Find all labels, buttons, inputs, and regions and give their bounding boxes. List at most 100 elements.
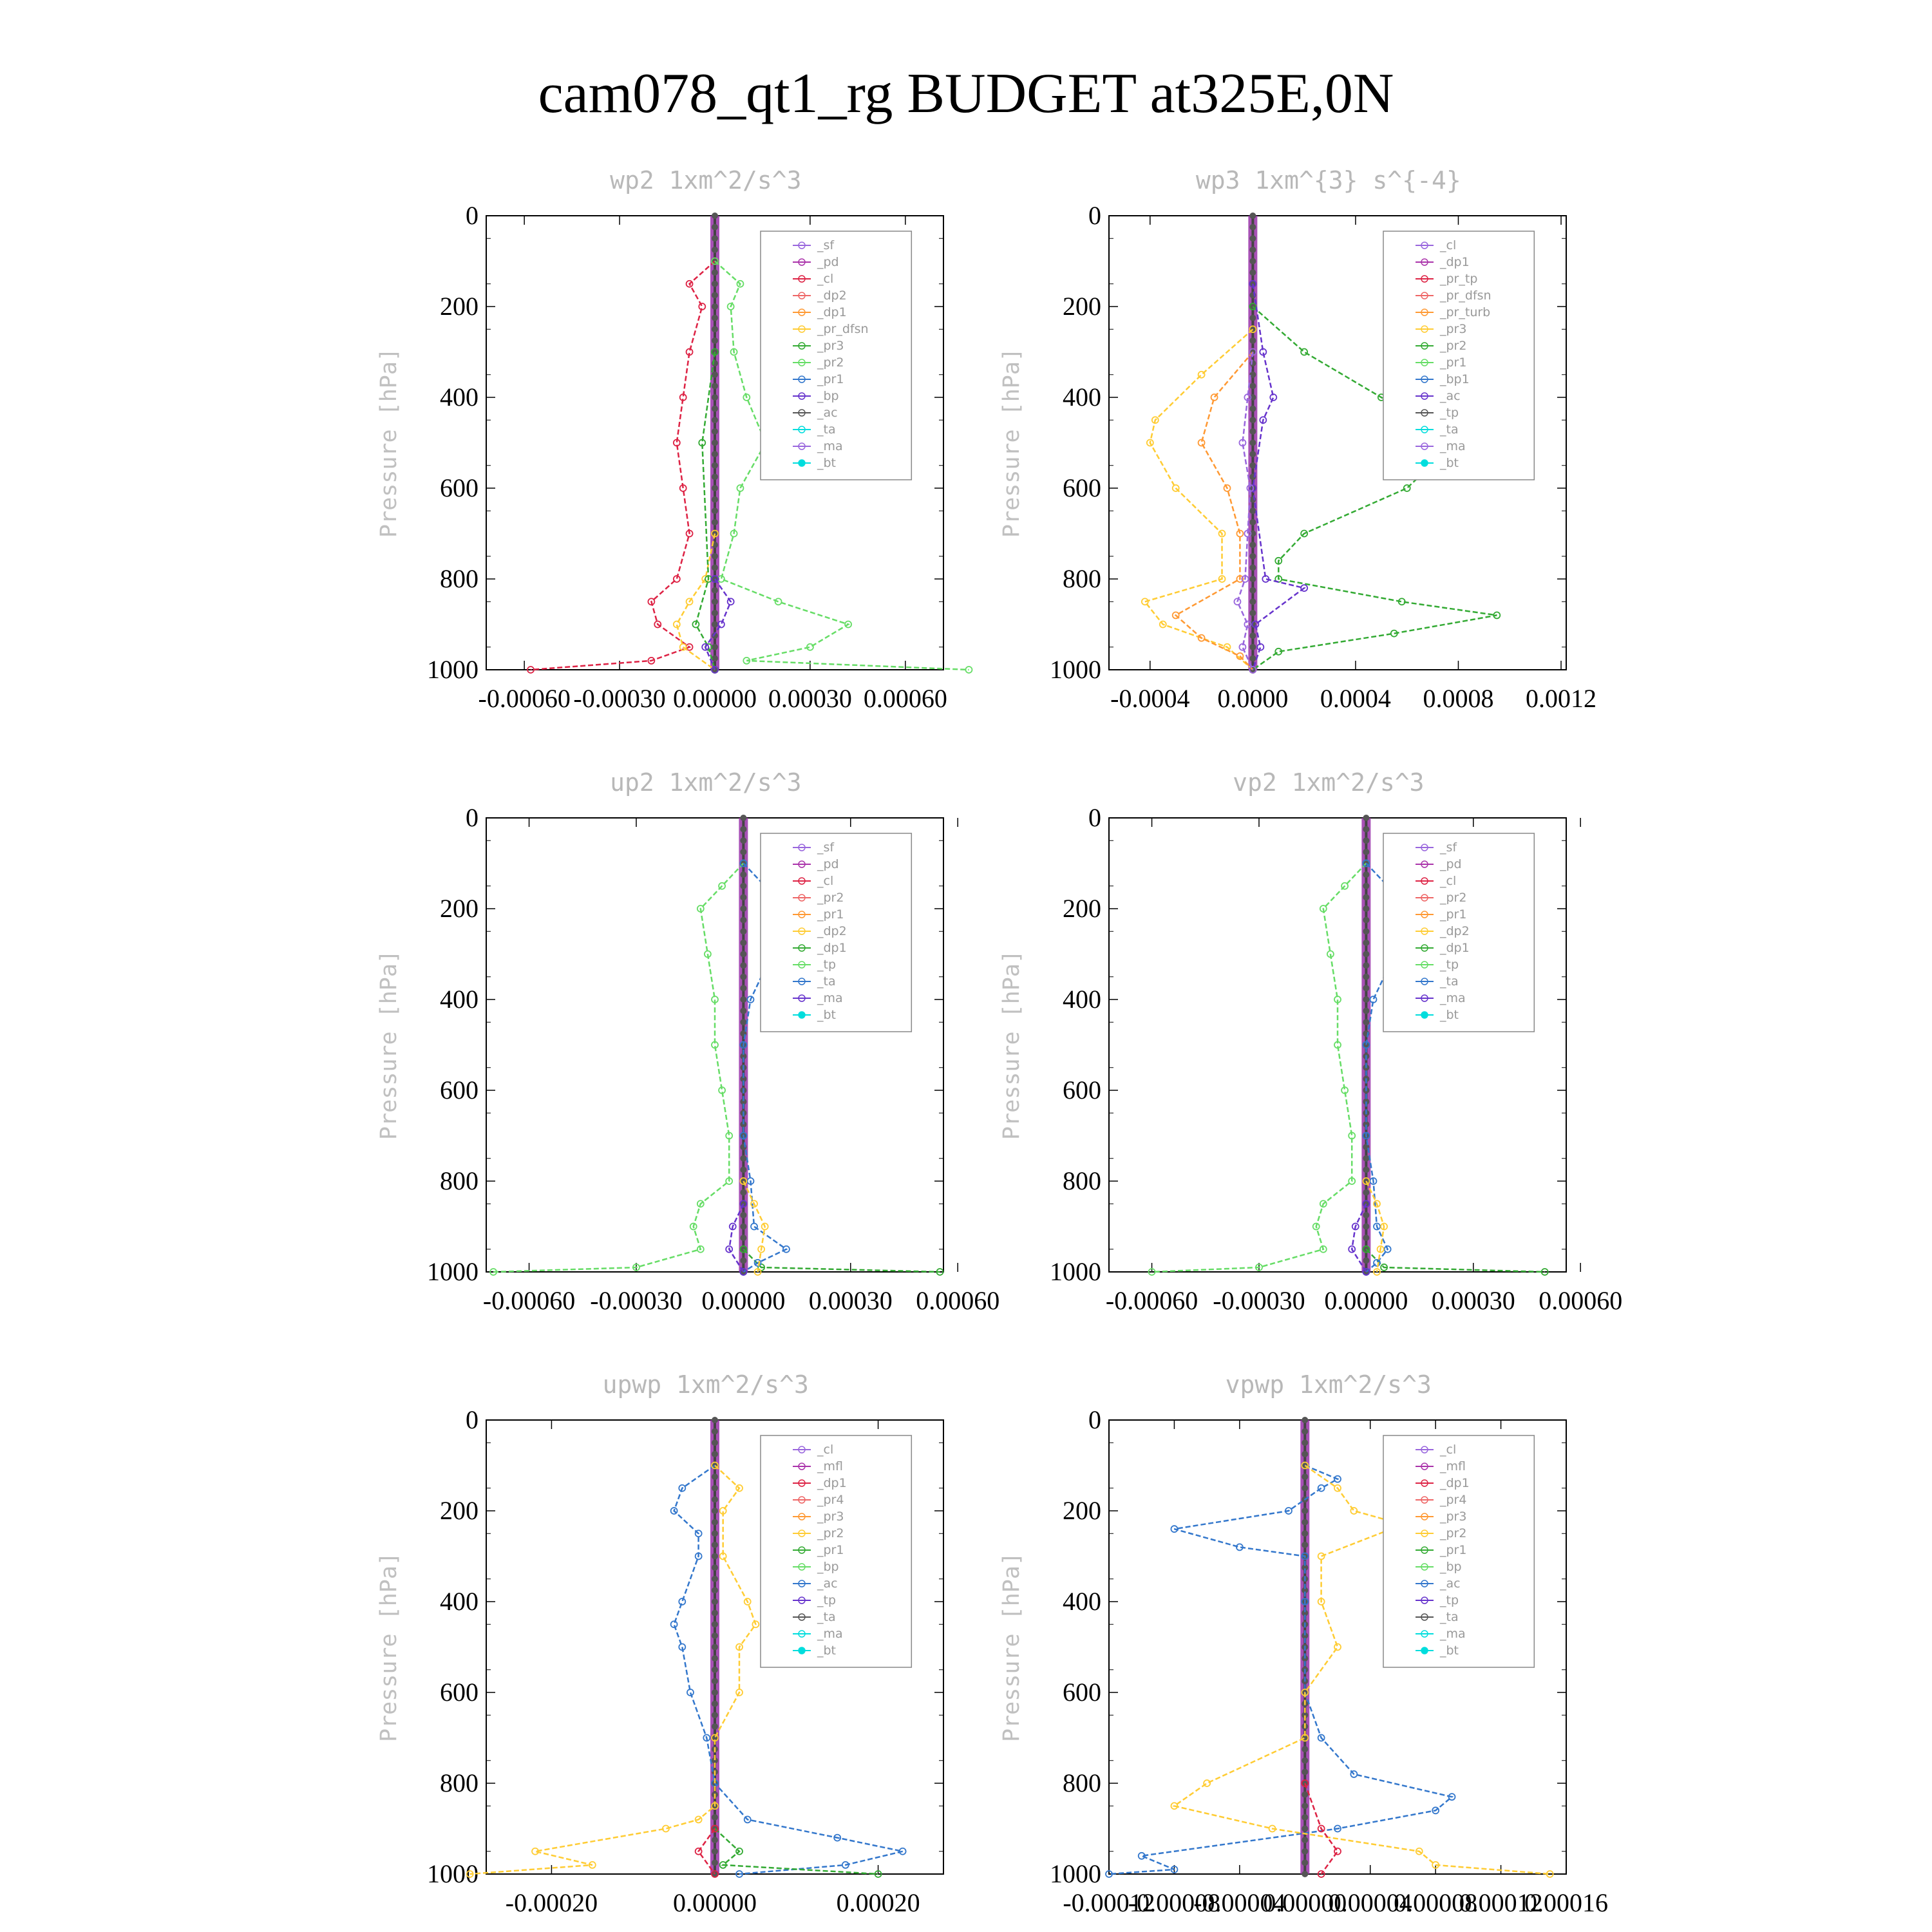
series-point	[704, 950, 712, 958]
series-point	[1376, 1245, 1385, 1253]
series-point	[1249, 303, 1257, 310]
zero-stack-marker	[712, 1519, 718, 1526]
legend-label: _dp1	[817, 941, 847, 955]
series-point	[694, 1847, 703, 1855]
zero-stack-marker	[712, 1678, 718, 1685]
legend-label: _pr2	[1439, 891, 1466, 905]
x-tick-label: 0.0008	[1423, 684, 1493, 713]
zero-stack-marker	[712, 643, 718, 650]
zero-stack-marker	[712, 1496, 718, 1503]
series-point	[874, 1870, 882, 1878]
series-point	[1255, 1264, 1263, 1271]
zero-stack-marker	[1363, 1235, 1370, 1242]
zero-stack-marker	[1249, 337, 1256, 344]
zero-stack-marker	[1363, 1211, 1370, 1218]
series-point	[1362, 1177, 1370, 1185]
legend-label: _pr3	[817, 339, 844, 353]
series-point	[1317, 1484, 1325, 1492]
series-point	[1203, 1779, 1211, 1787]
legend-marker	[1421, 1479, 1428, 1487]
legend-label: _pr3	[1439, 322, 1466, 336]
zero-stack-marker	[1302, 1859, 1309, 1866]
zero-stack-marker	[1249, 587, 1256, 594]
legend-marker	[798, 392, 806, 400]
zero-stack-marker	[740, 894, 747, 901]
legend-label: _tp	[817, 1593, 836, 1607]
zero-stack-marker	[1249, 383, 1256, 390]
y-axis-label: Pressure [hPa]	[376, 348, 402, 538]
zero-stack-marker	[740, 962, 747, 969]
series-point	[1262, 575, 1270, 583]
series-point	[466, 1870, 474, 1878]
zero-stack-marker	[1249, 576, 1256, 582]
series-point	[753, 1268, 762, 1276]
legend-label: _dp1	[1439, 1476, 1470, 1490]
legend-label: _ac	[1439, 389, 1461, 403]
x-tick-label: 0.00000	[1324, 1286, 1408, 1315]
panel-title: vpwp 1xm^2/s^3	[1226, 1370, 1432, 1399]
zero-stack-marker	[1363, 973, 1370, 980]
legend-marker	[798, 860, 806, 868]
zero-stack-marker	[712, 1553, 718, 1560]
series-point	[689, 1222, 697, 1231]
zero-stack-marker	[712, 1814, 718, 1821]
plot-frame	[1108, 215, 1567, 670]
legend-box	[1383, 1435, 1535, 1668]
zero-stack-marker	[712, 1700, 718, 1707]
zero-stack-marker	[1302, 1541, 1309, 1548]
legend-marker	[798, 1479, 806, 1487]
series-point	[743, 1815, 752, 1824]
legend-marker	[798, 894, 806, 902]
series-point	[739, 1177, 748, 1185]
legend-box	[760, 1435, 913, 1668]
zero-stack-marker	[1249, 542, 1256, 549]
series-line-pr2	[676, 533, 716, 671]
series-point	[1268, 1824, 1276, 1833]
x-tick-label: 0.00000	[673, 684, 757, 713]
legend-marker	[798, 442, 806, 450]
legend-marker	[798, 994, 806, 1002]
legend-marker	[798, 308, 806, 316]
y-tick-label: 0	[1088, 803, 1101, 832]
zero-stack-marker	[712, 587, 718, 594]
legend-marker	[1421, 877, 1428, 885]
zero-stack-marker	[712, 303, 718, 310]
zero-stack-marker	[1302, 1564, 1309, 1571]
series-point	[1170, 1866, 1179, 1873]
series-point	[782, 1245, 790, 1253]
series-point	[1348, 1177, 1356, 1185]
zero-stack-marker	[712, 1508, 718, 1514]
legend-label: _ac	[1439, 1577, 1461, 1591]
x-tick-label: 0.00016	[1524, 1888, 1608, 1917]
y-tick-label: 1000	[1050, 1859, 1101, 1888]
zero-stack-marker	[740, 815, 747, 821]
legend-marker	[798, 877, 806, 885]
zero-stack-marker	[1363, 882, 1370, 889]
zero-stack-marker	[1302, 1417, 1309, 1423]
series-point	[685, 279, 694, 288]
legend-marker	[1421, 1647, 1428, 1654]
series-point	[719, 1861, 727, 1869]
legend-marker	[1421, 894, 1428, 902]
zero-stack-marker	[712, 1723, 718, 1730]
legend-label: _pr4	[1439, 1493, 1466, 1507]
zero-stack-marker	[712, 1473, 718, 1481]
y-tick-label: 800	[1063, 564, 1101, 593]
zero-stack-marker	[1249, 235, 1256, 242]
x-tick-label: 0.00000	[673, 1888, 757, 1917]
legend-marker	[798, 426, 806, 433]
legend-marker	[798, 342, 806, 350]
series-point	[1218, 575, 1226, 583]
series-point	[588, 1861, 596, 1869]
zero-stack-marker	[1249, 428, 1256, 435]
series-point	[679, 484, 687, 492]
series-line-ta	[1252, 283, 1306, 670]
legend-marker	[1421, 961, 1428, 969]
zero-stack-marker	[1302, 1848, 1309, 1855]
legend-marker	[1421, 1496, 1428, 1504]
legend-marker	[798, 1496, 806, 1504]
legend-label: _dp2	[817, 924, 847, 938]
legend-label: _pr3	[817, 1510, 844, 1524]
legend-label: _ma	[1439, 1627, 1466, 1641]
zero-stack-marker	[1249, 360, 1256, 367]
